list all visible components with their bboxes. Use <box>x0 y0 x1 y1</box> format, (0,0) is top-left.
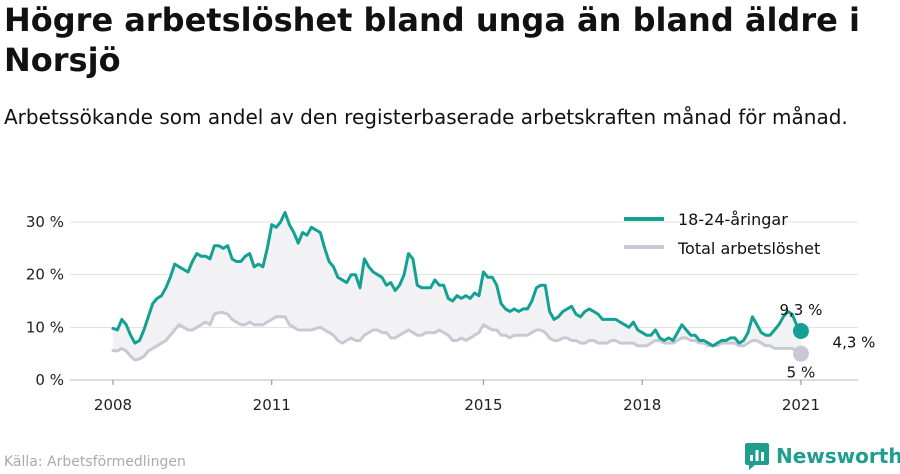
legend-label-youth: 18-24-åringar <box>678 210 788 229</box>
end-points: 9,3 % 5 % 4,3 % <box>780 301 876 382</box>
x-tick-label: 2018 <box>623 396 661 414</box>
x-tick-label: 2011 <box>253 396 291 414</box>
gap-band <box>113 212 801 360</box>
x-tick-label: 2021 <box>782 396 820 414</box>
source-note: Källa: Arbetsförmedlingen <box>4 454 186 470</box>
y-tick-label: 30 % <box>26 213 64 231</box>
series-line-youth <box>111 211 803 348</box>
brand-name: Newsworthy <box>776 444 900 468</box>
y-tick-label: 20 % <box>26 266 64 284</box>
legend: 18-24-åringar Total arbetslöshet <box>624 210 820 258</box>
x-tick-label: 2008 <box>94 396 132 414</box>
end-point-youth <box>792 323 809 340</box>
end-label-youth: 9,3 % <box>780 301 823 319</box>
end-label-total: 5 % <box>787 364 816 382</box>
y-axis: 0 % 10 % 20 % 30 % <box>26 213 64 389</box>
chart-title: Högre arbetslöshet bland unga än bland ä… <box>4 1 860 79</box>
gap-annotation: 4,3 % <box>833 333 876 351</box>
legend-label-total: Total arbetslöshet <box>677 239 820 258</box>
x-axis: 2008 2011 2015 2018 2021 <box>94 380 820 414</box>
y-tick-label: 10 % <box>26 318 64 336</box>
end-point-total <box>792 345 809 362</box>
x-tick-label: 2015 <box>464 396 502 414</box>
y-tick-label: 0 % <box>35 371 64 389</box>
series-line-total <box>111 311 803 362</box>
brand-logo: Newsworthy <box>744 441 900 471</box>
chart-subtitle: Arbetssökande som andel av den registerb… <box>4 105 848 129</box>
newsworthy-logo-icon <box>745 443 769 470</box>
